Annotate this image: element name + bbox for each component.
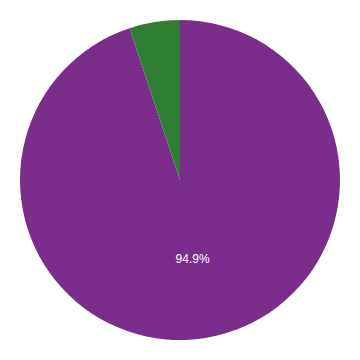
svg-text:94.9%: 94.9% [176,252,210,266]
